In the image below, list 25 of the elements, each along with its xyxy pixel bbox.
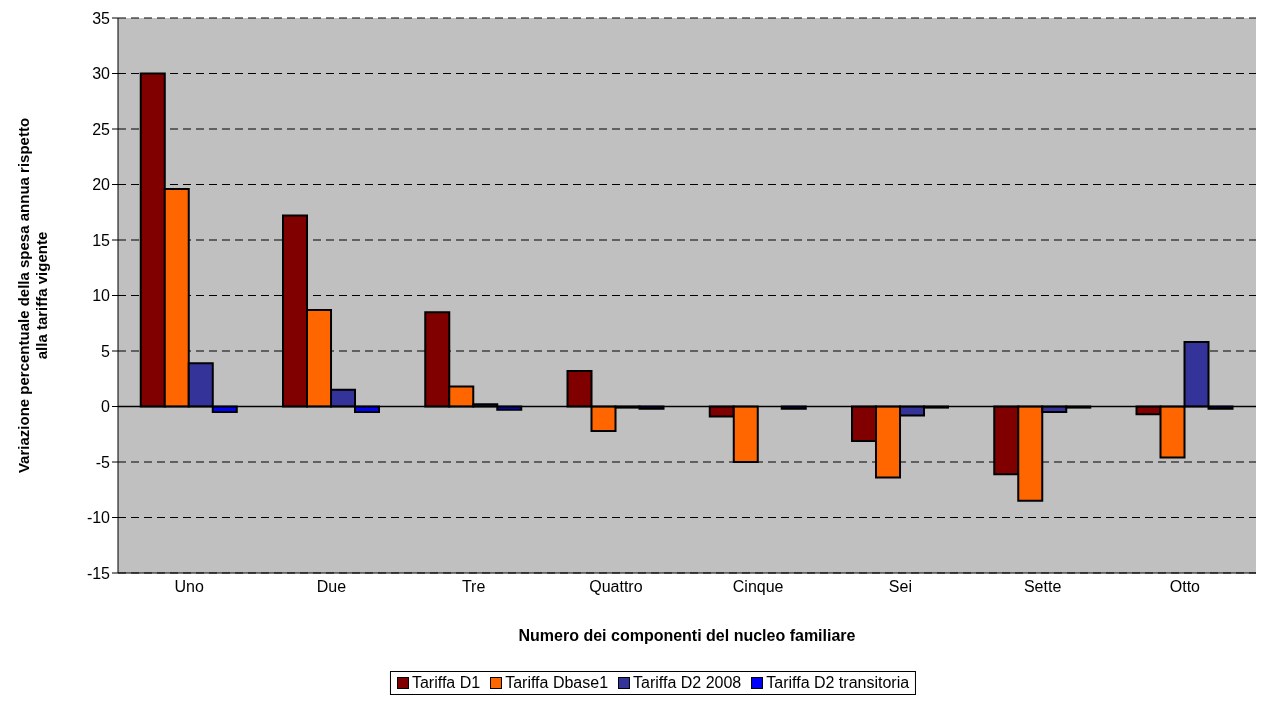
x-tick-label: Sette [1023,578,1062,596]
legend-label: Tariffa Dbase1 [504,674,609,692]
y-tick-label: 20 [92,176,111,194]
x-axis-title: Numero dei componenti del nucleo familiare [518,627,856,644]
x-tick-label: Due [316,578,347,596]
y-tick-label: -10 [86,509,111,527]
x-tick-label: Uno [174,578,204,596]
y-tick-label: -5 [95,453,111,471]
y-tick-label: 35 [92,9,111,27]
x-tick-label: Quattro [589,578,643,596]
y-tick-label: -15 [86,564,111,582]
legend-label: Tariffa D2 2008 [632,674,742,692]
y-tick-label: 0 [101,398,111,416]
y-tick-label: 15 [92,231,111,249]
legend-label: Tariffa D2 transitoria [765,674,910,692]
y-tick-label: 10 [92,287,111,305]
x-tick-label: Otto [1169,578,1201,596]
x-tick-label: Cinque [732,578,784,596]
legend-label: Tariffa D1 [410,674,481,692]
y-tick-label: 25 [92,120,111,138]
y-axis-title: Variazione percentuale della spesa annua rispetto alla tariffa vigente [15,117,50,474]
y-tick-label: 5 [101,342,111,360]
x-tick-label: Sei [888,578,912,596]
y-tick-label: 30 [92,65,111,83]
x-tick-label: Tre [461,578,486,596]
